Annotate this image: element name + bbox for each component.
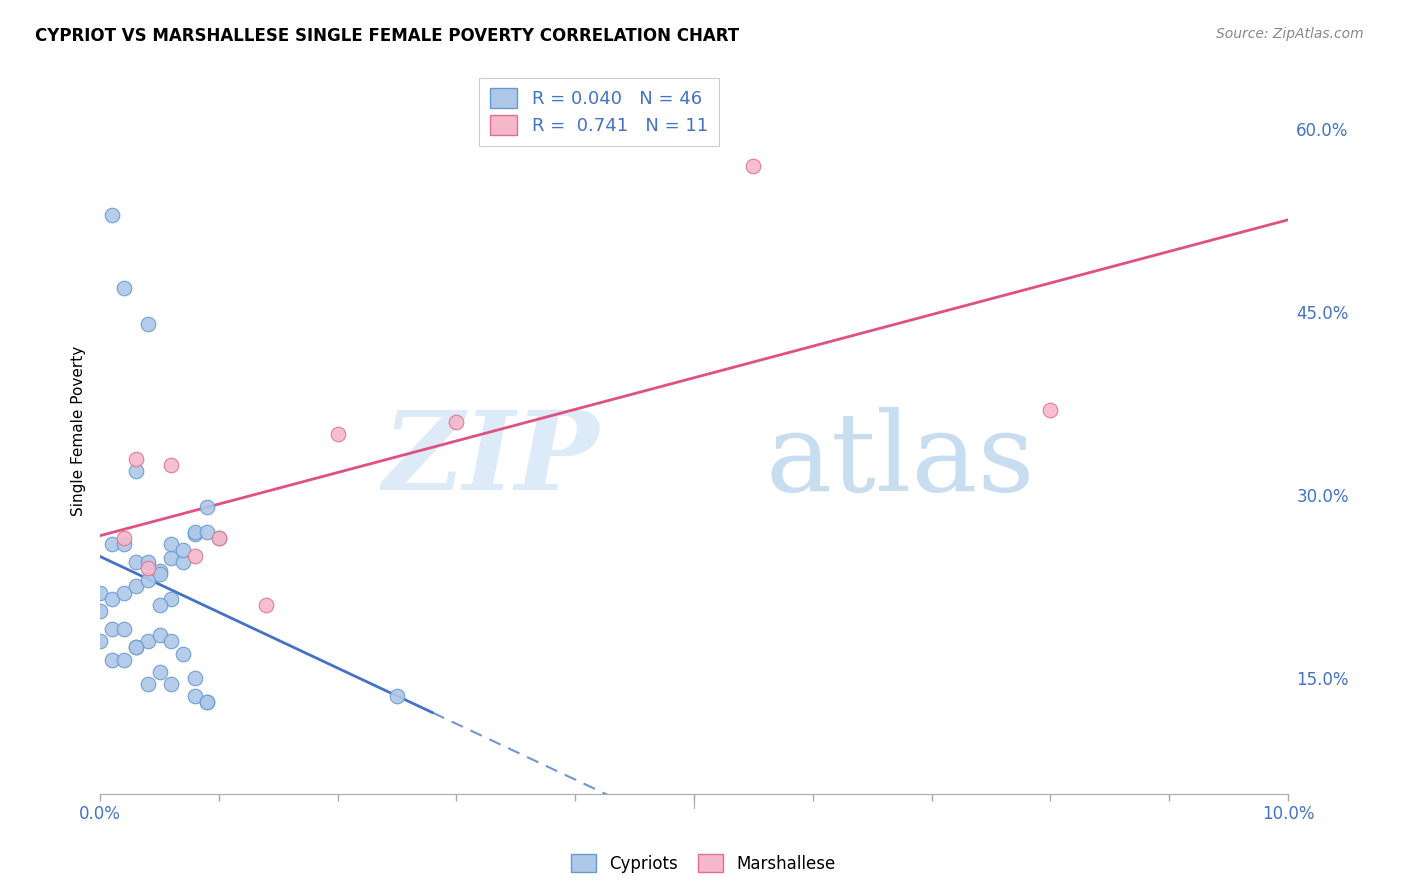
Point bbox=[326, 427, 349, 442]
Point bbox=[101, 622, 124, 636]
Point bbox=[136, 561, 159, 575]
Point bbox=[125, 640, 148, 655]
Point bbox=[172, 543, 194, 558]
Point bbox=[195, 524, 218, 539]
Y-axis label: Single Female Poverty: Single Female Poverty bbox=[72, 346, 86, 516]
Point bbox=[125, 579, 148, 593]
Point bbox=[148, 628, 170, 642]
Point bbox=[101, 591, 124, 606]
Point bbox=[125, 640, 148, 655]
Text: ZIP: ZIP bbox=[382, 407, 599, 514]
Point bbox=[125, 464, 148, 478]
Point bbox=[112, 537, 135, 551]
Point bbox=[385, 689, 408, 703]
Point bbox=[160, 634, 183, 648]
Legend: R = 0.040   N = 46, R =  0.741   N = 11: R = 0.040 N = 46, R = 0.741 N = 11 bbox=[479, 78, 718, 146]
Point bbox=[160, 551, 183, 566]
Point bbox=[254, 598, 277, 612]
Point bbox=[195, 695, 218, 709]
Point bbox=[125, 451, 148, 466]
Point bbox=[136, 574, 159, 588]
Point bbox=[184, 671, 207, 685]
Point bbox=[136, 677, 159, 691]
Point bbox=[446, 415, 468, 429]
Point bbox=[160, 591, 183, 606]
Point bbox=[101, 208, 124, 222]
Point bbox=[1039, 402, 1062, 417]
Point bbox=[172, 555, 194, 569]
Point bbox=[195, 695, 218, 709]
Point bbox=[172, 647, 194, 661]
Point bbox=[195, 500, 218, 515]
Point bbox=[112, 281, 135, 295]
Point bbox=[112, 622, 135, 636]
Point bbox=[160, 458, 183, 472]
Point bbox=[184, 689, 207, 703]
Point bbox=[112, 652, 135, 666]
Point bbox=[89, 634, 111, 648]
Point bbox=[184, 527, 207, 541]
Point bbox=[125, 555, 148, 569]
Text: Source: ZipAtlas.com: Source: ZipAtlas.com bbox=[1216, 27, 1364, 41]
Point bbox=[89, 604, 111, 618]
Point bbox=[101, 652, 124, 666]
Point bbox=[160, 537, 183, 551]
Point bbox=[148, 598, 170, 612]
Point bbox=[112, 531, 135, 545]
Point bbox=[184, 524, 207, 539]
Point bbox=[112, 585, 135, 599]
Point bbox=[136, 318, 159, 332]
Point bbox=[136, 634, 159, 648]
Point bbox=[148, 564, 170, 578]
Text: CYPRIOT VS MARSHALLESE SINGLE FEMALE POVERTY CORRELATION CHART: CYPRIOT VS MARSHALLESE SINGLE FEMALE POV… bbox=[35, 27, 740, 45]
Point bbox=[184, 549, 207, 563]
Point bbox=[742, 159, 765, 173]
Point bbox=[160, 677, 183, 691]
Point bbox=[148, 567, 170, 582]
Point bbox=[208, 531, 231, 545]
Legend: Cypriots, Marshallese: Cypriots, Marshallese bbox=[564, 847, 842, 880]
Point bbox=[148, 665, 170, 679]
Point bbox=[208, 531, 231, 545]
Point bbox=[89, 585, 111, 599]
Text: atlas: atlas bbox=[765, 407, 1035, 514]
Point bbox=[101, 537, 124, 551]
Point bbox=[136, 555, 159, 569]
